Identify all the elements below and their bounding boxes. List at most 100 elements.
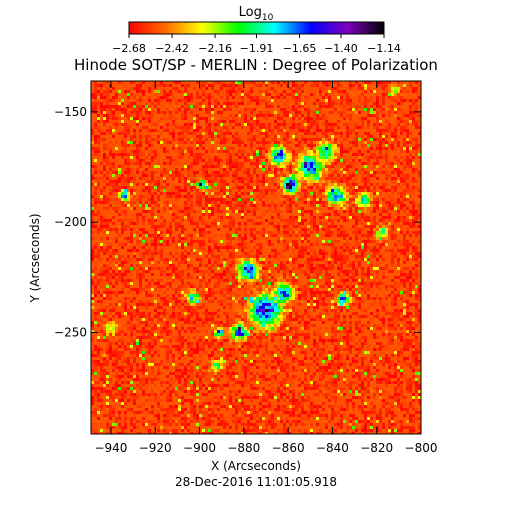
heatmap-cell xyxy=(184,150,187,153)
heatmap-cell xyxy=(313,111,316,114)
heatmap-cell xyxy=(394,96,397,99)
heatmap-cell xyxy=(325,192,328,195)
heatmap-cell xyxy=(265,168,268,171)
heatmap-cell xyxy=(163,168,166,171)
heatmap-cell xyxy=(148,147,151,150)
heatmap-cell xyxy=(400,84,403,87)
heatmap-cell xyxy=(175,84,178,87)
heatmap-cell xyxy=(352,123,355,126)
heatmap-cell xyxy=(154,234,157,237)
heatmap-cell xyxy=(304,186,307,189)
heatmap-cell xyxy=(238,222,241,225)
heatmap-cell xyxy=(370,90,373,93)
heatmap-cell xyxy=(190,186,193,189)
heatmap-cell xyxy=(205,240,208,243)
heatmap-cell xyxy=(124,258,127,261)
heatmap-cell xyxy=(289,219,292,222)
heatmap-cell xyxy=(406,129,409,132)
heatmap-cell xyxy=(418,255,421,258)
heatmap-cell xyxy=(142,198,145,201)
heatmap-cell xyxy=(349,156,352,159)
heatmap-cell xyxy=(259,114,262,117)
heatmap-cell xyxy=(91,108,94,111)
heatmap-cell xyxy=(370,93,373,96)
heatmap-cell xyxy=(199,198,202,201)
heatmap-cell xyxy=(196,123,199,126)
heatmap-cell xyxy=(106,201,109,204)
heatmap-cell xyxy=(364,234,367,237)
heatmap-cell xyxy=(154,237,157,240)
heatmap-cell xyxy=(244,183,247,186)
heatmap-cell xyxy=(397,201,400,204)
heatmap-cell xyxy=(166,231,169,234)
heatmap-cell xyxy=(412,114,415,117)
heatmap-cell xyxy=(406,255,409,258)
heatmap-cell xyxy=(91,129,94,132)
heatmap-cell xyxy=(205,165,208,168)
heatmap-cell xyxy=(295,123,298,126)
heatmap-cell xyxy=(211,159,214,162)
heatmap-cell xyxy=(130,168,133,171)
heatmap-cell xyxy=(235,117,238,120)
heatmap-cell xyxy=(124,96,127,99)
heatmap-cell xyxy=(361,252,364,255)
heatmap-cell xyxy=(406,138,409,141)
heatmap-cell xyxy=(277,129,280,132)
heatmap-cell xyxy=(157,135,160,138)
heatmap-cell xyxy=(187,90,190,93)
heatmap-cell xyxy=(94,243,97,246)
heatmap-cell xyxy=(346,204,349,207)
heatmap-cell xyxy=(205,87,208,90)
heatmap-cell xyxy=(301,216,304,219)
heatmap-cell xyxy=(148,222,151,225)
heatmap-cell xyxy=(100,147,103,150)
heatmap-cell xyxy=(337,153,340,156)
heatmap-cell xyxy=(352,204,355,207)
heatmap-cell xyxy=(196,141,199,144)
heatmap-cell xyxy=(271,81,274,84)
heatmap-cell xyxy=(238,81,241,84)
heatmap-cell xyxy=(349,81,352,84)
heatmap-cell xyxy=(337,162,340,165)
heatmap-cell xyxy=(307,105,310,108)
heatmap-cell xyxy=(406,198,409,201)
heatmap-cell xyxy=(142,231,145,234)
heatmap-cell xyxy=(397,228,400,231)
heatmap-cell xyxy=(397,249,400,252)
heatmap-cell xyxy=(157,153,160,156)
heatmap-cell xyxy=(295,141,298,144)
heatmap-cell xyxy=(127,234,130,237)
heatmap-cell xyxy=(106,129,109,132)
heatmap-cell xyxy=(244,96,247,99)
heatmap-cell xyxy=(190,165,193,168)
heatmap-cell xyxy=(199,144,202,147)
heatmap-cell xyxy=(265,192,268,195)
heatmap-cell xyxy=(406,222,409,225)
heatmap-cell xyxy=(145,168,148,171)
heatmap-cell xyxy=(154,231,157,234)
heatmap-cell xyxy=(262,99,265,102)
heatmap-cell xyxy=(319,177,322,180)
heatmap-cell xyxy=(295,138,298,141)
heatmap-cell xyxy=(184,186,187,189)
heatmap-cell xyxy=(337,84,340,87)
heatmap-cell xyxy=(124,144,127,147)
heatmap-cell xyxy=(358,138,361,141)
heatmap-cell xyxy=(313,90,316,93)
heatmap-cell xyxy=(325,204,328,207)
heatmap-cell xyxy=(202,114,205,117)
heatmap-cell xyxy=(145,138,148,141)
heatmap-cell xyxy=(256,108,259,111)
heatmap-cell xyxy=(184,108,187,111)
heatmap-cell xyxy=(208,237,211,240)
heatmap-cell xyxy=(352,144,355,147)
heatmap-cell xyxy=(133,240,136,243)
heatmap-cell xyxy=(253,246,256,249)
heatmap-cell xyxy=(343,123,346,126)
heatmap-cell xyxy=(418,117,421,120)
heatmap-cell xyxy=(139,261,142,264)
heatmap-cell xyxy=(112,183,115,186)
heatmap-cell xyxy=(199,195,202,198)
heatmap-cell xyxy=(244,129,247,132)
heatmap-cell xyxy=(238,216,241,219)
